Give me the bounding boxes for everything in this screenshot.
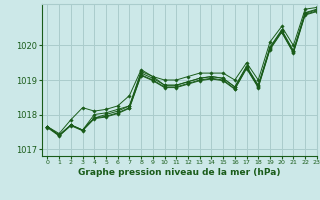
X-axis label: Graphe pression niveau de la mer (hPa): Graphe pression niveau de la mer (hPa)	[78, 168, 280, 177]
